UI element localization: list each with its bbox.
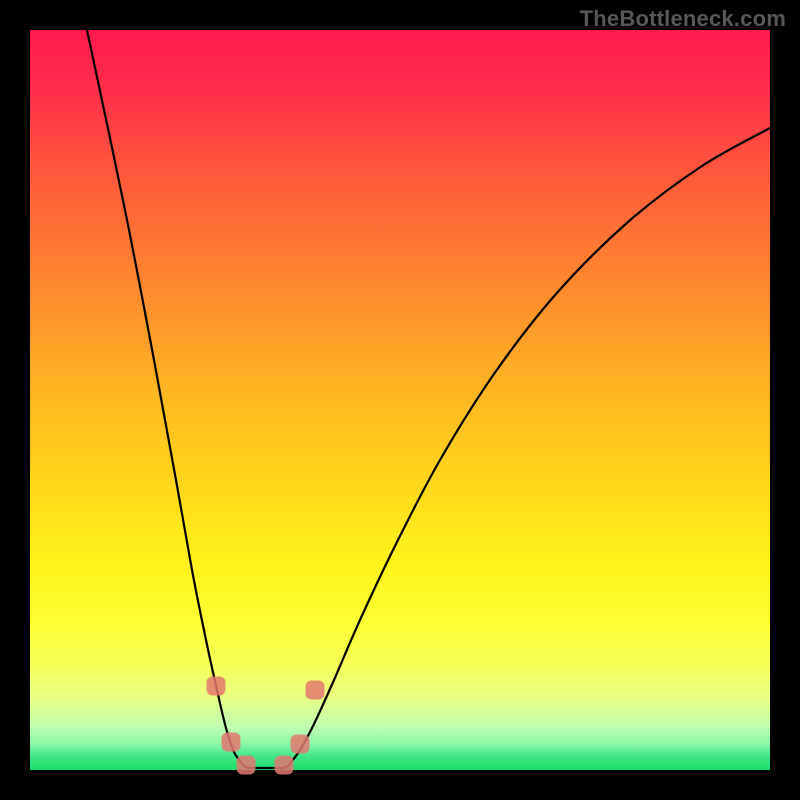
curve-marker: [275, 756, 294, 775]
curve-marker: [222, 733, 241, 752]
curve-marker: [291, 735, 310, 754]
curve-marker: [306, 681, 325, 700]
chart-frame: TheBottleneck.com: [0, 0, 800, 800]
gradient-background: [30, 30, 770, 770]
curve-marker: [207, 677, 226, 696]
curve-marker: [237, 756, 256, 775]
watermark-text: TheBottleneck.com: [580, 6, 786, 32]
plot-area: [30, 30, 770, 770]
